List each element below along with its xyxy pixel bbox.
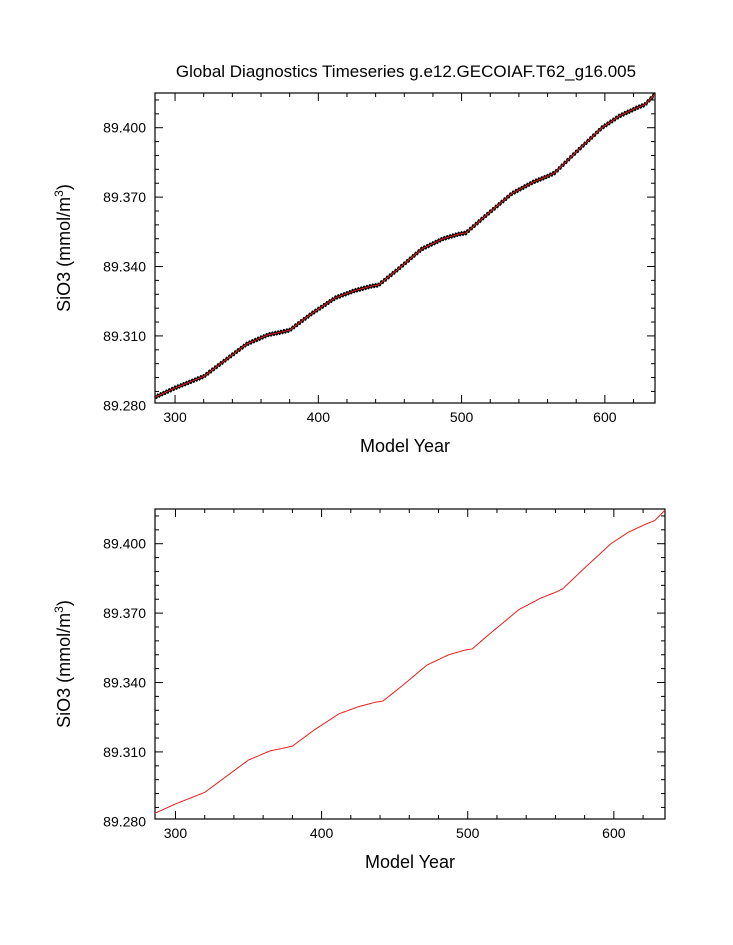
y-axis-label-close: ) — [54, 184, 74, 190]
y-axis-label: SiO3 (mmol/m3) — [52, 184, 74, 312]
series-line-red — [154, 93, 656, 398]
y-tick-label: 89.280 — [103, 813, 146, 829]
plot-frame — [154, 92, 656, 404]
y-axis-label-superscript: 3 — [52, 606, 66, 613]
y-axis-label-superscript: 3 — [52, 190, 66, 197]
x-axis-label: Model Year — [360, 436, 450, 456]
y-tick-label: 89.370 — [103, 605, 146, 621]
bottom-panel: 300 400 500 600 89.280 89.310 89.340 89.370 89.4… — [52, 508, 666, 872]
y-tick-label: 89.340 — [103, 259, 146, 275]
y-tick-label: 89.280 — [103, 397, 146, 413]
plot-frame — [154, 508, 666, 820]
x-tick-label: 400 — [307, 409, 331, 425]
y-axis-label-close: ) — [54, 600, 74, 606]
x-tick-label: 600 — [593, 409, 617, 425]
chart-title: Global Diagnostics Timeseries g.e12.GECO… — [176, 62, 636, 81]
x-tick-label: 300 — [164, 825, 188, 841]
top-panel: 300 400 500 600 89.280 89.310 89.340 89.370 89.4… — [52, 92, 656, 456]
y-tick-label: 89.370 — [103, 189, 146, 205]
y-axis-label-main: SiO3 (mmol/m — [54, 197, 74, 312]
y-tick-label: 89.340 — [103, 675, 146, 691]
series-line-black — [154, 93, 656, 400]
y-axis-label: SiO3 (mmol/m3) — [52, 600, 74, 728]
x-tick-label: 400 — [310, 825, 334, 841]
y-tick-label: 89.400 — [103, 536, 146, 552]
x-tick-label: 300 — [163, 409, 187, 425]
x-axis-label: Model Year — [365, 852, 455, 872]
x-tick-label: 500 — [450, 409, 474, 425]
x-tick-label: 500 — [456, 825, 480, 841]
y-tick-label: 89.310 — [103, 744, 146, 760]
x-tick-label: 600 — [602, 825, 626, 841]
series-line-red — [154, 509, 666, 814]
y-tick-label: 89.310 — [103, 328, 146, 344]
y-axis-label-main: SiO3 (mmol/m — [54, 613, 74, 728]
y-tick-label: 89.400 — [103, 120, 146, 136]
